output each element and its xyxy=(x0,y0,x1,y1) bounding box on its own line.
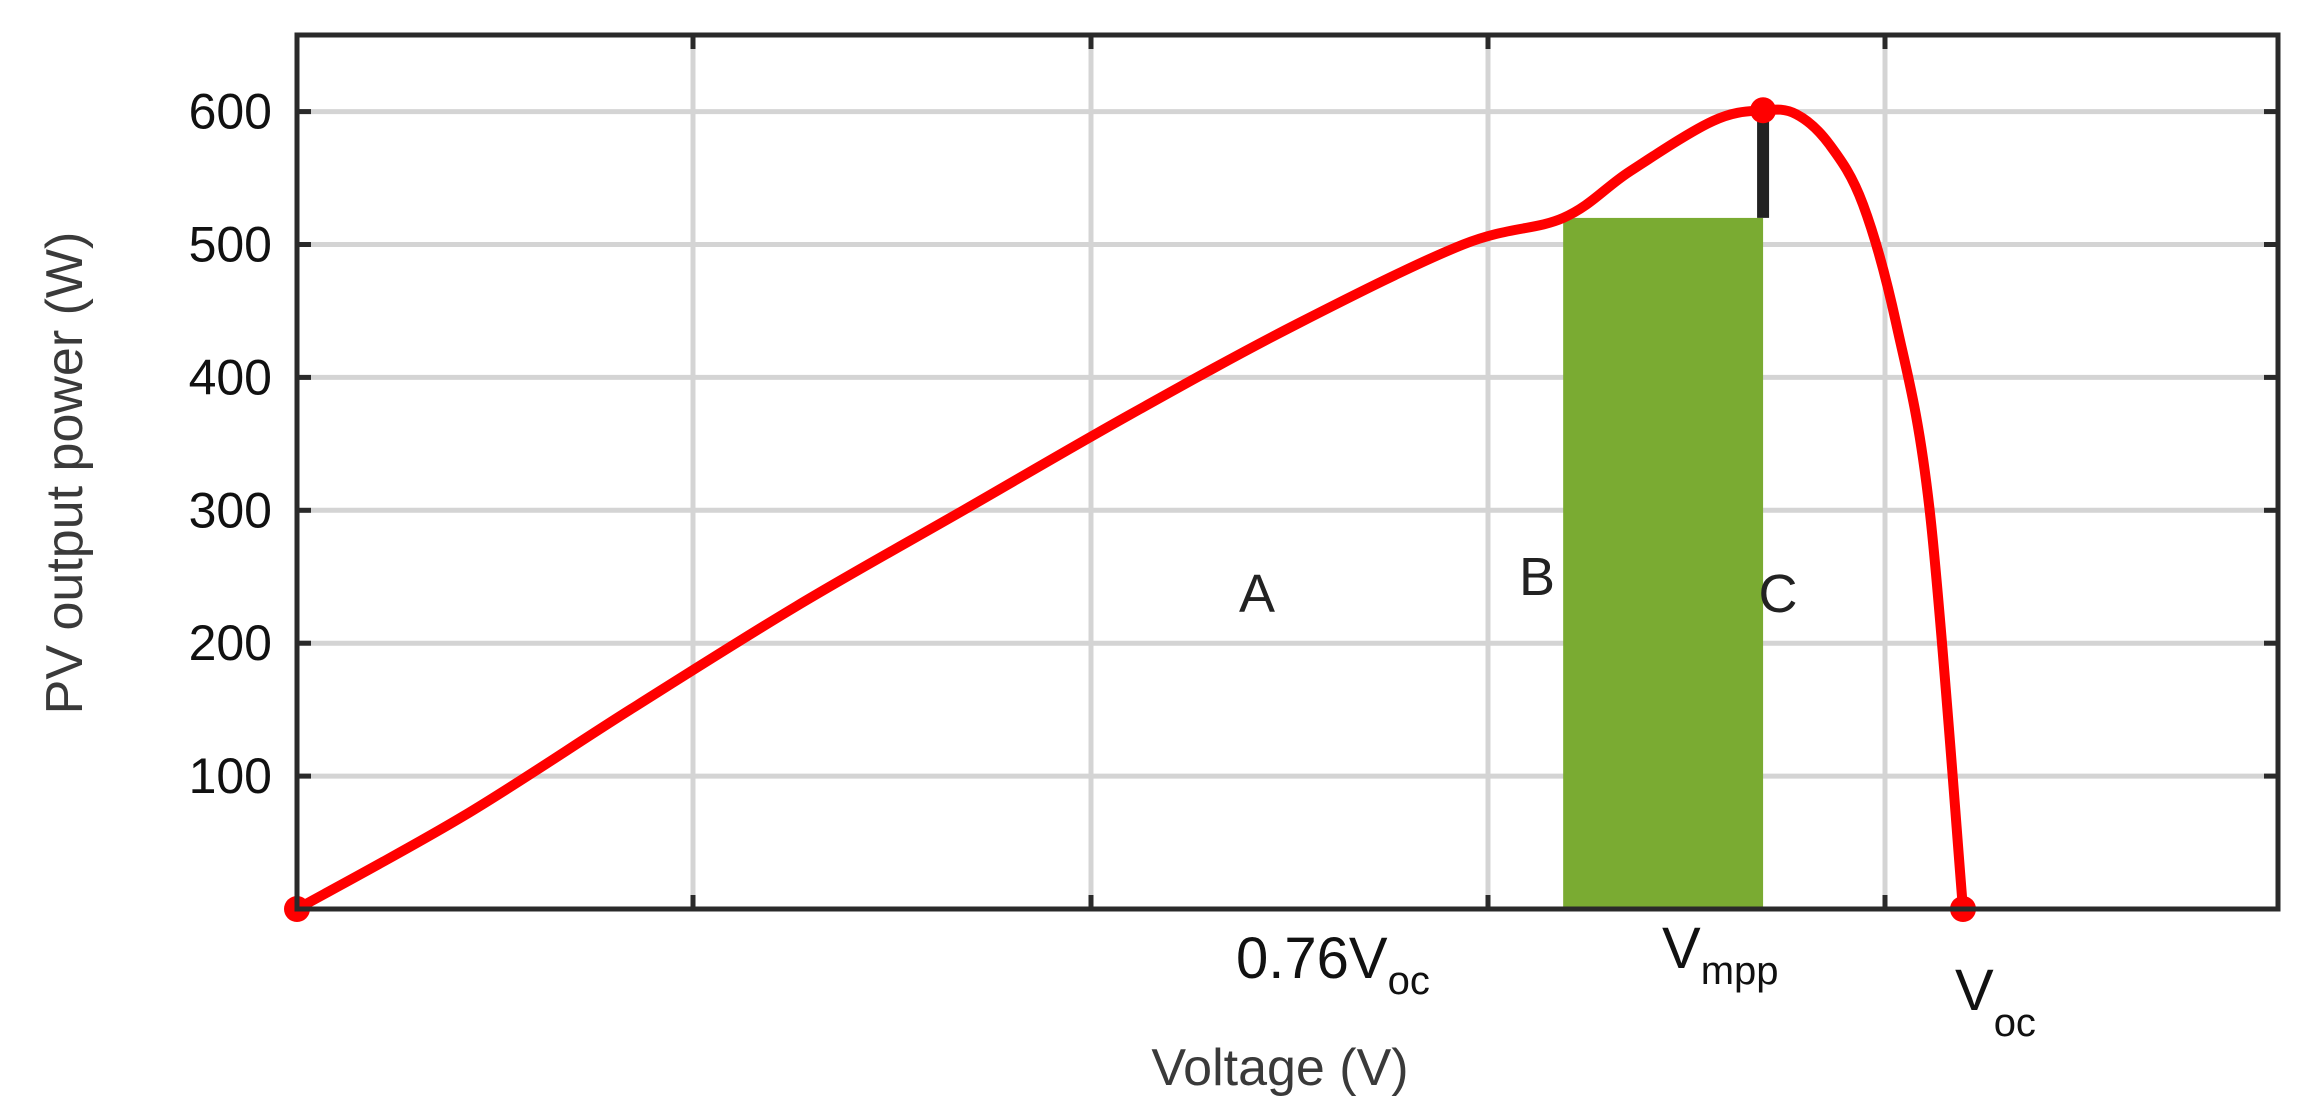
marker-voc: Voc xyxy=(1955,958,2036,1045)
y-tick-label-300: 300 xyxy=(189,482,272,538)
region-label-b: B xyxy=(1519,547,1555,607)
grid-lines xyxy=(297,35,2278,909)
y-tick-label-400: 400 xyxy=(189,349,272,405)
y-axis-title: PV output power (W) xyxy=(36,232,94,715)
marker-vmpp: Vmpp xyxy=(1662,916,1779,993)
y-tick-label-600: 600 xyxy=(189,84,272,140)
y-tick-label-500: 500 xyxy=(189,217,272,273)
mpp-point xyxy=(1750,97,1777,124)
pv-power-curve xyxy=(292,104,1968,914)
plot-frame xyxy=(294,32,2281,912)
y-tick-label-100: 100 xyxy=(189,748,272,804)
region-label-a: A xyxy=(1239,564,1275,624)
region-b-bar xyxy=(1563,217,1764,910)
region-label-c: C xyxy=(1759,564,1798,624)
marker-076voc: 0.76Voc xyxy=(1236,926,1430,1003)
y-tick-labels: 100 200 300 400 500 600 xyxy=(189,84,272,804)
x-axis-title: Voltage (V) xyxy=(1151,1039,1408,1097)
y-tick-label-200: 200 xyxy=(189,615,272,671)
